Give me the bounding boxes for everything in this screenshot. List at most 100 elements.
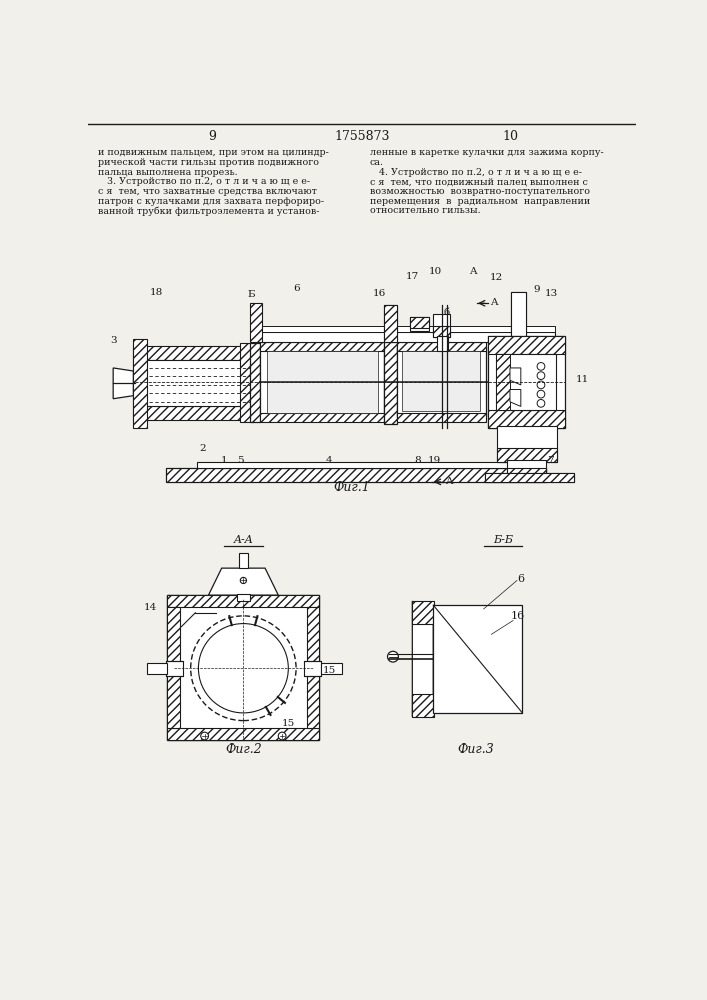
- Text: Б-Б: Б-Б: [493, 535, 513, 545]
- Bar: [134, 339, 147, 428]
- Bar: [307, 607, 320, 728]
- Bar: [397, 342, 486, 351]
- Text: 13: 13: [545, 289, 559, 298]
- Bar: [437, 336, 448, 351]
- Bar: [402, 351, 480, 411]
- Text: 15: 15: [282, 719, 296, 728]
- Text: 9: 9: [533, 285, 539, 294]
- Bar: [250, 343, 260, 422]
- Bar: [385, 305, 397, 342]
- Text: 6: 6: [517, 574, 524, 584]
- Bar: [488, 336, 565, 428]
- Text: и подвижным пальцем, при этом на цилиндр-: и подвижным пальцем, при этом на цилиндр…: [98, 148, 329, 157]
- Bar: [240, 343, 252, 422]
- Bar: [433, 605, 522, 713]
- Bar: [485, 473, 574, 482]
- Text: 17: 17: [406, 272, 419, 281]
- Bar: [260, 347, 385, 416]
- Bar: [267, 351, 378, 413]
- Bar: [496, 354, 510, 410]
- Bar: [496, 354, 556, 410]
- Text: пальца выполнена прорезь.: пальца выполнена прорезь.: [98, 168, 238, 177]
- Text: возможностью  возвратно-поступательного: возможностью возвратно-поступательного: [370, 187, 590, 196]
- Polygon shape: [510, 368, 521, 385]
- Polygon shape: [412, 601, 433, 717]
- Circle shape: [537, 400, 545, 407]
- Text: 6: 6: [293, 284, 299, 293]
- Bar: [433, 326, 450, 337]
- Bar: [410, 317, 429, 331]
- Bar: [497, 448, 557, 462]
- Text: Фиг.3: Фиг.3: [457, 743, 494, 756]
- Text: Фиг.1: Фиг.1: [334, 481, 370, 494]
- Bar: [260, 413, 385, 422]
- Text: 7: 7: [547, 456, 554, 465]
- Text: с я  тем, что подвижный палец выполнен с: с я тем, что подвижный палец выполнен с: [370, 177, 588, 186]
- Circle shape: [537, 372, 545, 379]
- Text: 10: 10: [503, 130, 519, 143]
- Text: 1755873: 1755873: [334, 130, 390, 143]
- Text: 3: 3: [110, 336, 117, 345]
- Text: 10: 10: [429, 267, 442, 276]
- Bar: [239, 553, 248, 568]
- Bar: [166, 661, 183, 676]
- Circle shape: [537, 390, 545, 398]
- Bar: [385, 305, 397, 342]
- Text: 16: 16: [510, 611, 525, 621]
- Bar: [488, 410, 565, 428]
- Bar: [510, 292, 526, 342]
- Circle shape: [387, 651, 398, 662]
- Text: 12: 12: [490, 273, 503, 282]
- Bar: [168, 595, 320, 740]
- Circle shape: [537, 363, 545, 370]
- Circle shape: [240, 577, 247, 584]
- Text: 16: 16: [373, 289, 387, 298]
- Text: A: A: [490, 298, 497, 307]
- Text: патрон с кулачками для захвата перфориро-: патрон с кулачками для захвата перфориро…: [98, 197, 325, 206]
- Circle shape: [201, 732, 209, 740]
- Bar: [166, 468, 546, 482]
- Bar: [237, 594, 250, 601]
- Bar: [250, 303, 262, 342]
- Circle shape: [537, 381, 545, 389]
- Bar: [168, 728, 320, 740]
- Text: 11: 11: [575, 375, 589, 384]
- Bar: [146, 663, 168, 674]
- Text: Б: Б: [247, 290, 255, 299]
- Bar: [507, 468, 546, 474]
- Bar: [134, 406, 251, 420]
- Text: с я  тем, что захватные средства включают: с я тем, что захватные средства включают: [98, 187, 317, 196]
- Polygon shape: [113, 368, 134, 399]
- Bar: [260, 332, 555, 342]
- Text: рической части гильзы против подвижного: рической части гильзы против подвижного: [98, 158, 320, 167]
- Text: Фиг.2: Фиг.2: [225, 743, 262, 756]
- Text: 9: 9: [209, 130, 216, 143]
- Bar: [510, 292, 526, 342]
- Text: перемещения  в  радиальном  направлении: перемещения в радиальном направлении: [370, 197, 590, 206]
- Bar: [134, 360, 251, 406]
- Text: 8: 8: [414, 456, 421, 465]
- Bar: [497, 426, 557, 462]
- Bar: [397, 413, 486, 422]
- Bar: [488, 336, 565, 354]
- Bar: [397, 347, 486, 416]
- Bar: [485, 473, 574, 482]
- Bar: [134, 346, 251, 360]
- Bar: [507, 460, 546, 474]
- Text: 4: 4: [325, 456, 332, 465]
- Text: 1: 1: [221, 456, 228, 465]
- Text: 4. Устройство по п.2, о т л и ч а ю щ е е-: 4. Устройство по п.2, о т л и ч а ю щ е …: [370, 168, 582, 177]
- Text: 18: 18: [150, 288, 163, 297]
- Bar: [260, 342, 385, 351]
- Polygon shape: [209, 568, 279, 595]
- Bar: [412, 601, 434, 624]
- Text: относительно гильзы.: относительно гильзы.: [370, 206, 480, 215]
- Text: ленные в каретке кулачки для зажима корпу-: ленные в каретке кулачки для зажима корп…: [370, 148, 604, 157]
- Bar: [321, 663, 341, 674]
- Text: 19: 19: [428, 456, 440, 465]
- Text: A: A: [469, 267, 477, 276]
- Bar: [433, 314, 450, 337]
- Text: б: б: [443, 308, 450, 317]
- Bar: [260, 326, 555, 332]
- Bar: [412, 694, 434, 717]
